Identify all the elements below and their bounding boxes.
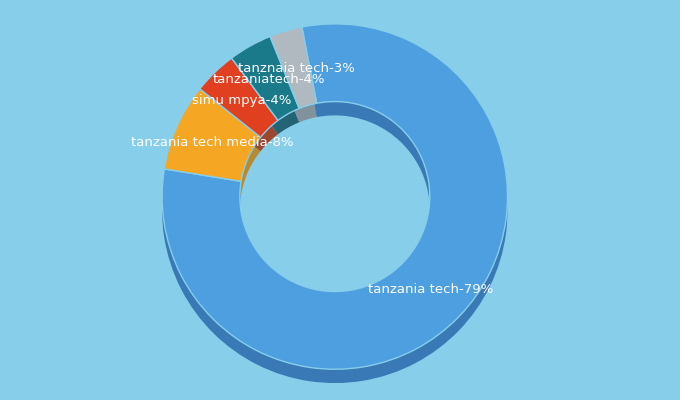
Text: tanzania tech-79%: tanzania tech-79% [369, 283, 494, 296]
Text: simu mpya-4%: simu mpya-4% [192, 94, 292, 107]
Text: tanzania tech media-8%: tanzania tech media-8% [131, 136, 294, 149]
Wedge shape [162, 38, 507, 383]
Text: tanznaia tech-3%: tanznaia tech-3% [239, 62, 355, 75]
Wedge shape [165, 89, 260, 181]
Wedge shape [232, 36, 299, 120]
Wedge shape [232, 50, 299, 134]
Text: tanzaniatech-4%: tanzaniatech-4% [213, 73, 326, 86]
Wedge shape [165, 103, 260, 195]
Wedge shape [270, 27, 317, 108]
Wedge shape [200, 58, 278, 137]
Wedge shape [270, 41, 317, 122]
Wedge shape [162, 24, 507, 369]
Wedge shape [200, 72, 278, 151]
